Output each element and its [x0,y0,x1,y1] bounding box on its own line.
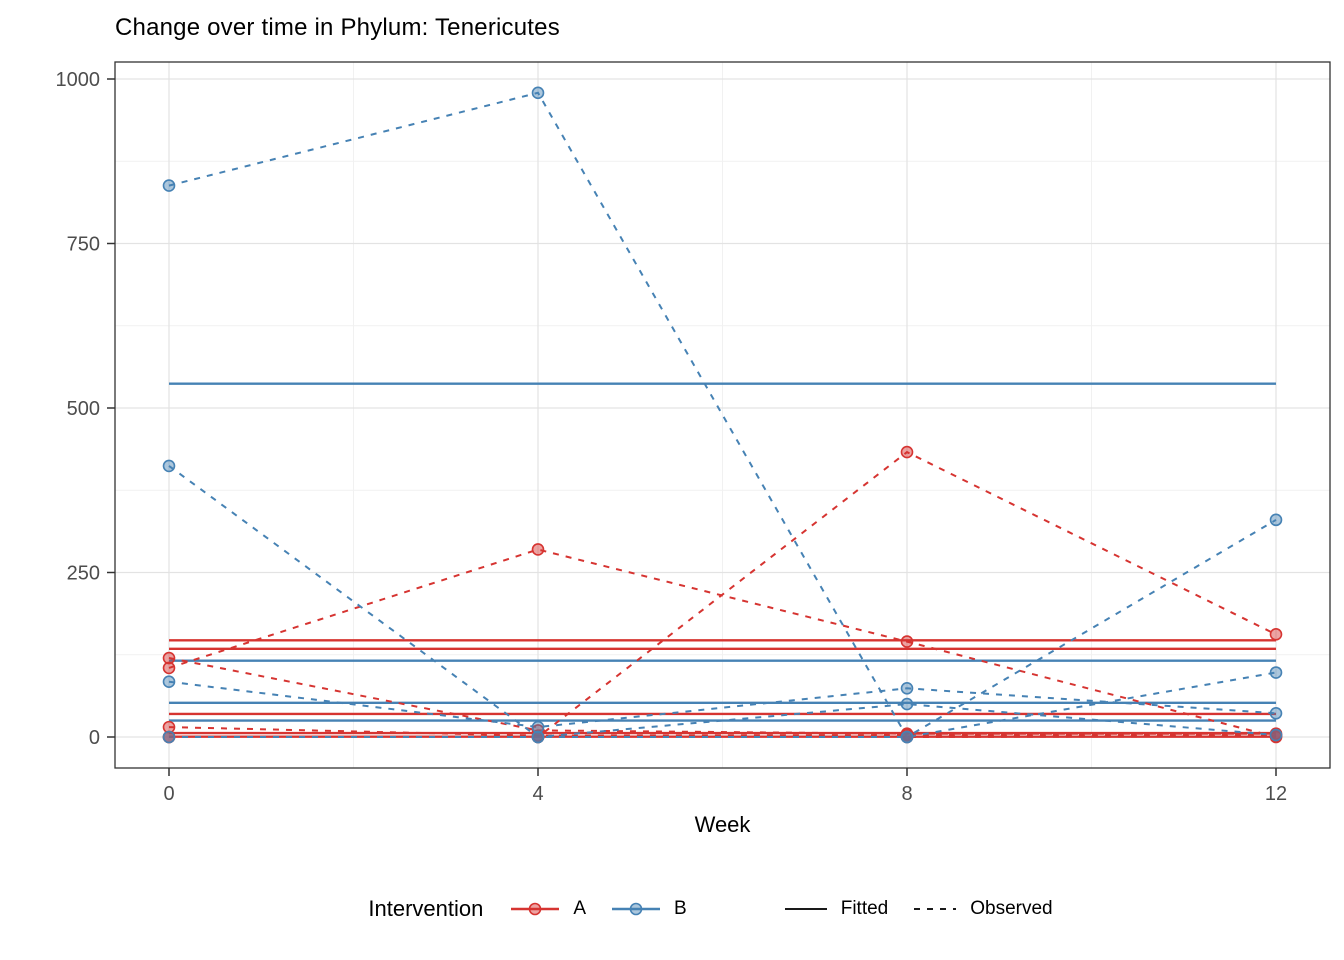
data-point-B [531,720,545,734]
x-tick-label: 8 [901,783,912,805]
x-tick-label: 4 [532,783,543,805]
legend-key-observed [914,908,957,910]
data-point-B [162,675,176,689]
legend-item-B: B [610,896,687,922]
observed-line-B-8 [169,671,1277,738]
chart-title: Change over time in Phylum: Tenericutes [115,14,560,41]
data-point-B [900,730,914,744]
y-tick-label: 750 [67,234,100,256]
legend-key-point-A [529,902,542,916]
observed-line-A-1 [168,548,1277,738]
x-axis-title: Week [694,812,751,837]
x-tick-label: 12 [1265,783,1287,805]
data-point-B [900,682,914,695]
observed-line-A-3 [168,726,1276,737]
data-point-A [162,651,176,665]
data-point-A [900,635,914,648]
legend-item-fitted: Fitted [783,896,889,922]
legend-key-point-B [629,902,643,916]
data-point-B [531,730,545,744]
data-point-B [1269,513,1283,527]
legend-title: Intervention [368,896,484,921]
data-point-A [162,720,176,734]
data-point-A [531,543,545,556]
data-point-B [1269,728,1283,742]
legend-items: A B Fitted Observed [509,896,1076,922]
data-point-A [162,661,176,675]
observed-line-B-7 [168,680,1277,729]
data-point-B [162,730,176,744]
data-point-A [900,445,914,459]
y-tick-label: 500 [67,398,100,420]
legend-key-fitted [784,908,827,910]
data-point-B [1269,666,1283,679]
legend-item-A-label: A [573,898,587,919]
legend-item-fitted-label: Fitted [840,898,889,919]
x-tick-label: 0 [163,783,174,805]
legend-item-observed: Observed [912,896,1053,922]
data-point-B [162,179,176,192]
legend-key-B [612,902,661,916]
data-point-B [1269,707,1283,720]
panel-border [114,61,1331,769]
legend-item-B-label: B [674,898,687,919]
y-tick-label: 250 [67,563,100,585]
legend-item-A: A [509,896,586,922]
legend-item-observed-label: Observed [970,898,1053,919]
y-tick-label: 1000 [56,69,101,91]
data-point-A [1269,628,1283,641]
legend: Intervention A B Fitted Observed [115,886,1330,932]
data-point-B [900,697,914,711]
data-point-B [531,86,545,100]
legend-key-A [511,902,560,916]
y-tick-label: 0 [89,727,100,749]
observed-line-A-2 [168,657,1276,735]
data-point-B [162,459,176,473]
